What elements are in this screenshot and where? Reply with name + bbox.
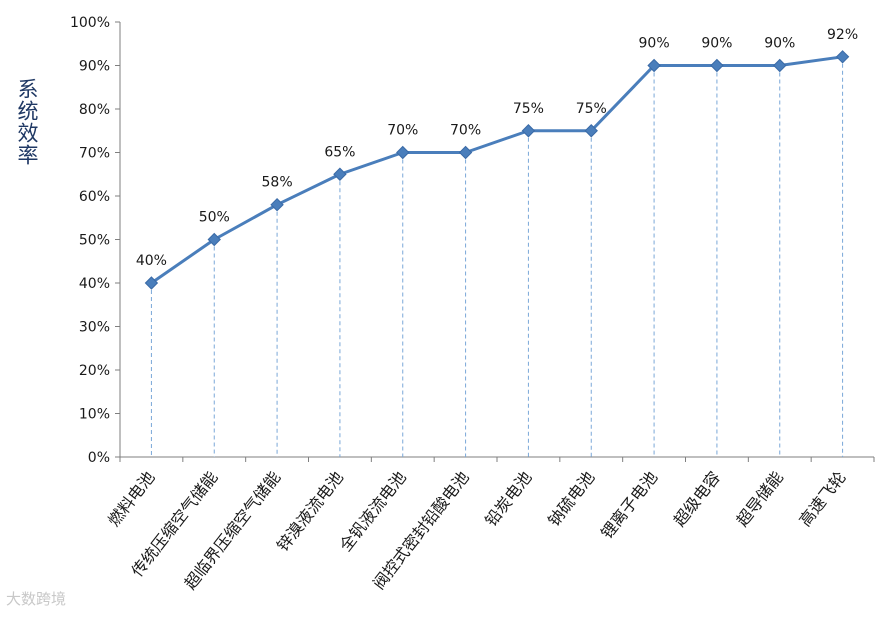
y-tick-label: 0% <box>88 450 110 466</box>
data-point-marker <box>710 58 724 73</box>
y-tick-label: 70% <box>79 146 110 162</box>
y-tick-label: 100% <box>70 15 110 31</box>
data-label: 58% <box>262 175 293 191</box>
data-point-marker <box>144 276 159 290</box>
y-tick-label: 30% <box>79 320 110 336</box>
data-point-marker <box>835 50 850 64</box>
x-category-label: 铅炭电池 <box>481 468 535 530</box>
data-label: 70% <box>450 123 481 139</box>
data-point-marker <box>584 124 598 138</box>
data-point-marker <box>773 58 787 73</box>
y-tick-label: 60% <box>79 189 110 205</box>
data-point-marker <box>458 145 473 160</box>
y-tick-label: 20% <box>79 363 110 379</box>
data-point-marker <box>521 124 536 138</box>
y-tick-label: 50% <box>79 233 110 249</box>
x-category-label: 钠硫电池 <box>544 468 598 530</box>
x-category-label: 超导储能 <box>733 468 787 530</box>
data-label: 50% <box>199 210 230 226</box>
data-label: 75% <box>513 101 544 117</box>
data-label: 92% <box>827 27 858 43</box>
y-tick-label: 10% <box>79 407 110 423</box>
y-tick-label: 90% <box>79 59 110 75</box>
watermark-logo: 大数跨境 <box>6 590 67 608</box>
series-line <box>150 55 843 285</box>
y-tick-label: 40% <box>79 276 110 292</box>
data-label: 40% <box>136 253 167 269</box>
data-label: 90% <box>701 36 732 52</box>
data-label: 70% <box>387 123 418 139</box>
data-label: 90% <box>764 36 795 52</box>
data-point-marker <box>647 58 661 73</box>
data-label: 75% <box>576 101 607 117</box>
x-category-label: 锂离子电池 <box>597 468 661 543</box>
y-axis-title: 系统效率 <box>15 78 39 166</box>
y-tick-label: 80% <box>79 102 110 118</box>
data-point-marker <box>396 145 410 160</box>
data-label: 90% <box>639 36 670 52</box>
x-category-label: 燃料电池 <box>104 468 158 530</box>
data-point-marker <box>270 197 284 212</box>
data-label: 65% <box>324 144 355 160</box>
data-point-marker <box>207 232 221 247</box>
x-category-label: 超级电容 <box>670 468 724 530</box>
data-point-marker <box>333 167 347 181</box>
x-category-label: 高速飞轮 <box>795 468 849 530</box>
